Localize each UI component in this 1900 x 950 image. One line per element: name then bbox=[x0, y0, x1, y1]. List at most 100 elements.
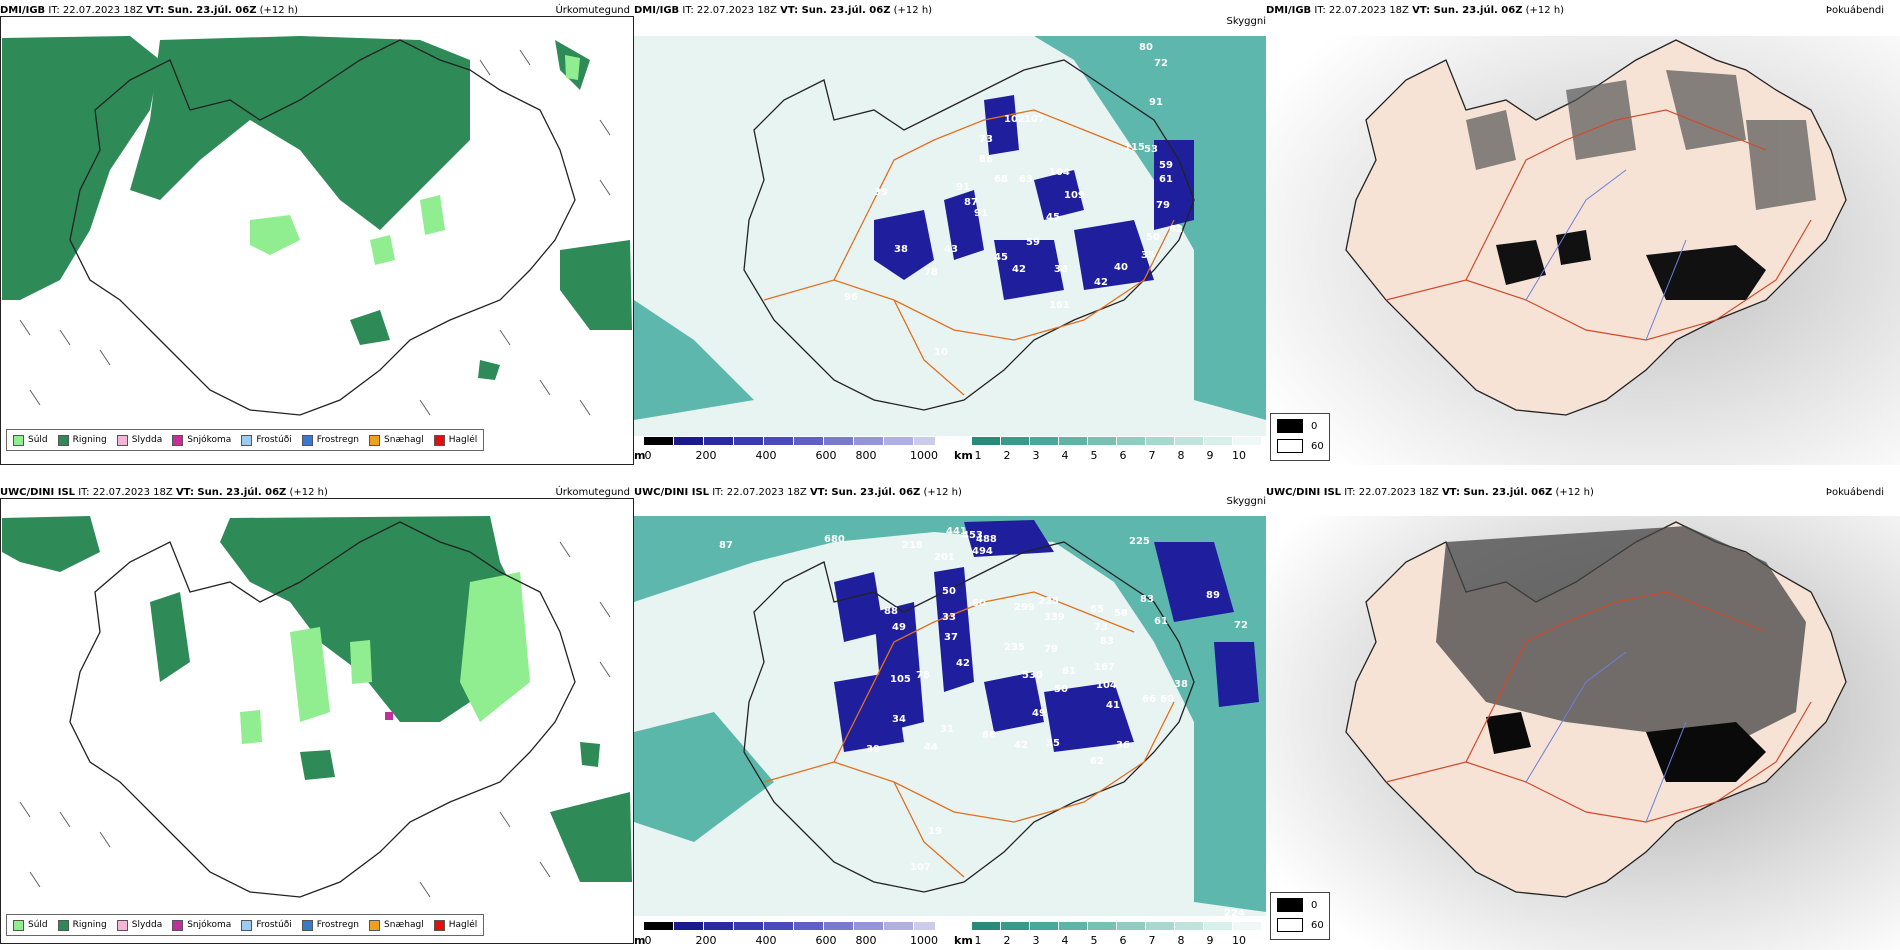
legend-item: Súld bbox=[13, 434, 48, 446]
panel-visibility-dmi: DMI/IGB IT: 22.07.2023 18Z VT: Sun. 23.j… bbox=[634, 0, 1266, 465]
vis-label: 78 bbox=[924, 267, 938, 278]
vis-label: 530 bbox=[1022, 670, 1043, 681]
vis-label: 104 bbox=[1049, 167, 1070, 178]
vis-label: 91 bbox=[1149, 97, 1163, 108]
vis-label: 299 bbox=[1014, 602, 1035, 613]
legend-item: Snæhagl bbox=[369, 434, 424, 446]
fog-legend-high: 60 bbox=[1311, 440, 1324, 452]
vis-label: 58 bbox=[1114, 608, 1128, 619]
vis-label: 59 bbox=[1026, 237, 1040, 248]
cbar-tick: 6 bbox=[1119, 934, 1127, 947]
vis-label: 91 bbox=[974, 208, 988, 219]
panel-header: UWC/DINI ISL IT: 22.07.2023 18Z VT: Sun.… bbox=[634, 482, 1266, 504]
vis-label: 87 bbox=[719, 540, 733, 551]
legend-item: Snjókoma bbox=[172, 434, 231, 446]
vis-label: 78 bbox=[916, 670, 930, 681]
wind-barbs bbox=[19, 541, 611, 898]
vis-label: 34 bbox=[892, 714, 906, 725]
visibility-labels: 87 680 218 201 441 453 488 494 225 89 72… bbox=[719, 526, 1248, 919]
vis-label: 91 bbox=[956, 182, 970, 193]
legend-item: Haglél bbox=[433, 919, 477, 931]
vis-label: 60 bbox=[972, 598, 986, 609]
vis-label: 35 bbox=[1141, 250, 1155, 261]
vis-label: 680 bbox=[824, 534, 845, 545]
panel-title: Úrkomutegund bbox=[555, 487, 630, 498]
visibility-map[interactable]: 80 72 91 107 102 73 88 91 87 91 68 63 10… bbox=[634, 0, 1266, 465]
vis-label: 494 bbox=[972, 546, 993, 557]
vis-label: 73 bbox=[979, 134, 993, 145]
legend-item: Rigning bbox=[57, 919, 107, 931]
valid-time: VT: Sun. 23.júl. 06Z bbox=[175, 487, 287, 498]
precip-map[interactable] bbox=[0, 482, 634, 950]
vis-label: 42 bbox=[956, 658, 970, 669]
cbar-tick: 7 bbox=[1148, 934, 1156, 947]
vis-label: 45 bbox=[1046, 212, 1060, 223]
lead-time: (+12 h) bbox=[893, 5, 933, 16]
vis-label: 50 bbox=[1146, 232, 1160, 243]
cbar-tick: 200 bbox=[695, 449, 717, 462]
precip-map[interactable] bbox=[0, 0, 634, 465]
vis-label: 63 bbox=[1019, 174, 1033, 185]
vis-label: 66 bbox=[982, 730, 996, 741]
cbar-tick: 2 bbox=[1003, 449, 1011, 462]
vis-label: 201 bbox=[934, 552, 955, 563]
fog-index-map[interactable] bbox=[1266, 482, 1900, 950]
fog-legend-low: 0 bbox=[1311, 420, 1318, 432]
vis-label: 79 bbox=[1044, 644, 1058, 655]
cbar-tick: 1000 bbox=[910, 934, 938, 947]
snow-area bbox=[385, 712, 393, 720]
vis-label: 31 bbox=[940, 724, 954, 735]
init-time: IT: 22.07.2023 18Z bbox=[78, 487, 173, 498]
vis-label: 79 bbox=[1156, 200, 1170, 211]
cbar-tick: 9 bbox=[1206, 449, 1214, 462]
vis-label: 339 bbox=[1044, 612, 1065, 623]
panel-header: UWC/DINI ISL IT: 22.07.2023 18Z VT: Sun.… bbox=[0, 482, 634, 504]
panel-fog-index-dmi: DMI/IGB IT: 22.07.2023 18Z VT: Sun. 23.j… bbox=[1266, 0, 1900, 465]
vis-label: 83 bbox=[1100, 636, 1114, 647]
fog-index-map[interactable] bbox=[1266, 0, 1900, 465]
vis-label: 80 bbox=[1139, 42, 1153, 53]
cbar-tick: 800 bbox=[855, 934, 877, 947]
legend-item: Haglél bbox=[433, 434, 477, 446]
visibility-colorbar-km: km 1 2 3 4 5 6 7 8 9 10 bbox=[954, 922, 1264, 950]
init-time: IT: 22.07.2023 18Z bbox=[1344, 487, 1439, 498]
vis-label: 453 bbox=[962, 530, 983, 541]
vis-label: 10 bbox=[934, 347, 948, 358]
valid-time: VT: Sun. 23.júl. 06Z bbox=[780, 5, 891, 16]
vis-label: 45 bbox=[994, 252, 1008, 263]
rain-area bbox=[2, 36, 632, 380]
vis-label: 88 bbox=[884, 606, 898, 617]
roads bbox=[763, 591, 1175, 878]
visibility-map[interactable]: 87 680 218 201 441 453 488 494 225 89 72… bbox=[634, 482, 1266, 950]
panel-precip-type-uwc: UWC/DINI ISL IT: 22.07.2023 18Z VT: Sun.… bbox=[0, 482, 634, 950]
vis-label: 33 bbox=[942, 612, 956, 623]
vis-label: 35 bbox=[1046, 738, 1060, 749]
vis-label: 96 bbox=[844, 292, 858, 303]
vis-label: 44 bbox=[924, 742, 938, 753]
cbar-tick: 5 bbox=[1090, 934, 1098, 947]
cbar-unit: km bbox=[954, 934, 973, 947]
cbar-tick: 800 bbox=[855, 449, 877, 462]
cbar-tick: 0 bbox=[644, 449, 652, 462]
legend-item: Frostregn bbox=[301, 434, 359, 446]
drizzle-area bbox=[240, 572, 530, 744]
vis-label: 161 bbox=[1049, 300, 1070, 311]
cbar-tick: 6 bbox=[1119, 449, 1127, 462]
vis-label: 107 bbox=[910, 862, 931, 873]
precip-type-legend: Súld Rigning Slydda Snjókoma Frostúði Fr… bbox=[6, 914, 485, 936]
vis-label: 107 bbox=[1024, 114, 1045, 125]
panel-visibility-uwc: UWC/DINI ISL IT: 22.07.2023 18Z VT: Sun.… bbox=[634, 482, 1266, 950]
panel-title: Skyggni bbox=[1226, 496, 1266, 507]
legend-item: Súld bbox=[13, 919, 48, 931]
vis-label: 50 bbox=[1054, 684, 1068, 695]
vis-label: 73 bbox=[1094, 622, 1108, 633]
cbar-tick: 600 bbox=[815, 934, 837, 947]
panel-precip-type-dmi: DMI/IGB IT: 22.07.2023 18Z VT: Sun. 23.j… bbox=[0, 0, 634, 465]
grey-fog-area bbox=[1466, 70, 1816, 210]
iceland-coastline bbox=[69, 39, 576, 416]
vis-label: 88 bbox=[979, 154, 993, 165]
panel-header: UWC/DINI ISL IT: 22.07.2023 18Z VT: Sun.… bbox=[1266, 482, 1900, 504]
vis-label: 39 bbox=[866, 744, 880, 755]
panel-fog-index-uwc: UWC/DINI ISL IT: 22.07.2023 18Z VT: Sun.… bbox=[1266, 482, 1900, 950]
vis-label: 87 bbox=[964, 197, 978, 208]
